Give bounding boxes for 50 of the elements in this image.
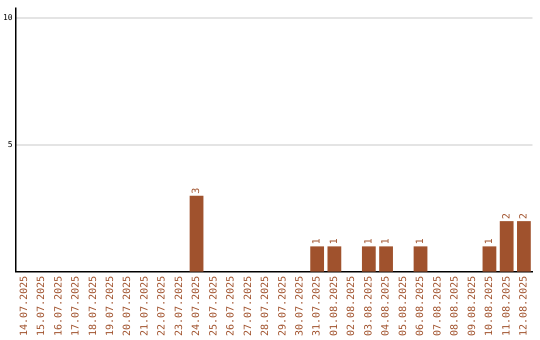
x-tick-label: 23.07.2025 xyxy=(174,276,185,336)
x-tick-label: 10.08.2025 xyxy=(484,276,496,336)
bar xyxy=(190,196,204,272)
data-label: 1 xyxy=(363,238,374,244)
x-tick-label: 20.07.2025 xyxy=(122,276,134,336)
x-tick-label: 26.07.2025 xyxy=(226,276,237,336)
x-tick-label: 24.07.2025 xyxy=(191,276,202,336)
bar xyxy=(362,246,376,272)
bar xyxy=(482,246,496,272)
bar xyxy=(500,221,514,272)
data-label: 1 xyxy=(312,238,323,244)
x-tick-label: 28.07.2025 xyxy=(260,276,272,336)
x-tick-label: 19.07.2025 xyxy=(104,276,116,336)
x-tick-label: 25.07.2025 xyxy=(208,276,220,336)
x-tick-label: 06.08.2025 xyxy=(415,276,426,336)
x-tick-label: 09.08.2025 xyxy=(466,276,478,336)
x-tick-label: 03.08.2025 xyxy=(363,276,374,336)
x-tick-label: 16.07.2025 xyxy=(53,276,64,336)
bar xyxy=(310,246,324,272)
x-tick-label: 30.07.2025 xyxy=(294,276,306,336)
x-tick-label: 15.07.2025 xyxy=(36,276,48,336)
x-tick-label: 07.08.2025 xyxy=(432,276,444,336)
x-tick-label: 18.07.2025 xyxy=(88,276,99,336)
x-tick-label: 01.08.2025 xyxy=(328,276,340,336)
bar xyxy=(517,221,531,272)
data-label: 3 xyxy=(191,188,202,194)
x-tick-label: 11.08.2025 xyxy=(501,276,512,336)
x-tick-label: 05.08.2025 xyxy=(398,276,409,336)
x-tick-label: 02.08.2025 xyxy=(346,276,358,336)
bar xyxy=(327,246,342,272)
x-tick-label: 29.07.2025 xyxy=(277,276,288,336)
data-label: 2 xyxy=(518,213,530,220)
bar xyxy=(414,246,428,272)
x-tick-label: 04.08.2025 xyxy=(380,276,392,336)
y-tick-label: 10 xyxy=(2,13,13,22)
data-label: 1 xyxy=(484,238,496,244)
x-tick-label: 22.07.2025 xyxy=(156,276,168,336)
bar xyxy=(379,246,393,272)
x-tick-label: 21.07.2025 xyxy=(139,276,150,336)
data-label: 1 xyxy=(380,238,392,244)
data-label: 1 xyxy=(328,238,340,244)
x-tick-label: 31.07.2025 xyxy=(312,276,323,336)
x-tick-label: 17.07.2025 xyxy=(70,276,82,336)
data-label: 1 xyxy=(415,238,426,244)
x-tick-label: 08.08.2025 xyxy=(450,276,461,336)
x-tick-label: 27.07.2025 xyxy=(242,276,254,336)
data-label: 2 xyxy=(501,213,512,220)
y-tick-label: 5 xyxy=(8,140,13,150)
x-tick-label: 12.08.2025 xyxy=(518,276,530,336)
x-tick-label: 14.07.2025 xyxy=(18,276,30,336)
